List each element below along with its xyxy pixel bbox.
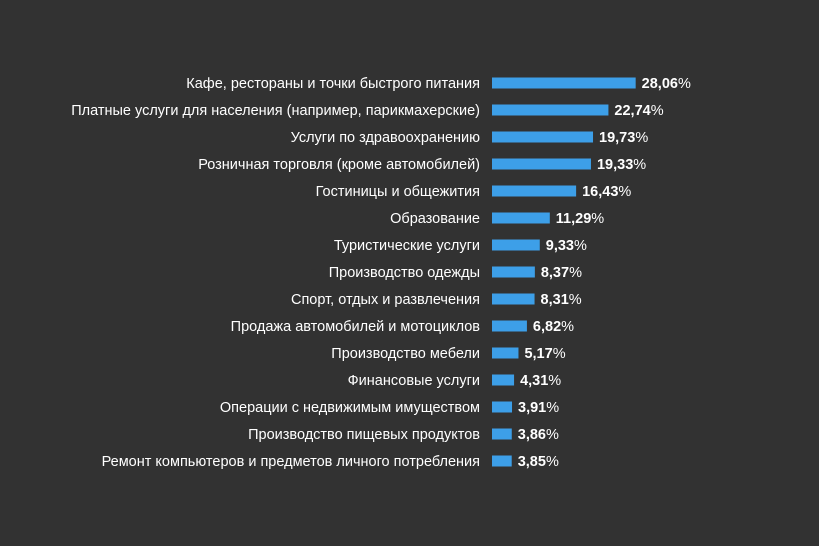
bar: [492, 374, 515, 386]
value-suffix: %: [553, 346, 566, 362]
bar: [492, 131, 594, 143]
category-label: Финансовые услуги: [348, 373, 480, 389]
bar: [492, 293, 535, 305]
bar: [492, 185, 577, 197]
bar: [492, 77, 636, 89]
value-suffix: %: [546, 427, 559, 443]
bar: [492, 212, 550, 224]
value-number: 5,17: [524, 346, 552, 362]
value-suffix: %: [678, 76, 691, 92]
value-suffix: %: [574, 238, 587, 254]
value-number: 16,43: [582, 184, 618, 200]
value-number: 8,37: [541, 265, 569, 281]
category-label: Платные услуги для населения (например, …: [71, 103, 480, 119]
category-label: Гостиницы и общежития: [316, 184, 480, 200]
value-number: 22,74: [614, 103, 650, 119]
value-label: 8,31%: [541, 292, 582, 308]
bar: [492, 320, 527, 332]
value-number: 8,31: [541, 292, 569, 308]
value-label: 3,91%: [518, 400, 559, 416]
value-number: 28,06: [642, 76, 678, 92]
bar: [492, 401, 513, 413]
category-label: Кафе, рестораны и точки быстрого питания: [186, 76, 480, 92]
value-suffix: %: [635, 130, 648, 146]
category-label: Ремонт компьютеров и предметов личного п…: [102, 454, 480, 470]
category-label: Услуги по здравоохранению: [291, 130, 481, 146]
value-number: 19,33: [597, 157, 633, 173]
value-label: 16,43%: [582, 184, 631, 200]
category-label: Спорт, отдых и развлечения: [291, 292, 480, 308]
value-suffix: %: [591, 211, 604, 227]
value-label: 3,85%: [518, 454, 559, 470]
value-label: 8,37%: [541, 265, 582, 281]
value-label: 9,33%: [546, 238, 587, 254]
category-label: Производство мебели: [331, 346, 480, 362]
value-number: 19,73: [599, 130, 635, 146]
bar: [492, 347, 519, 359]
category-label: Производство одежды: [329, 265, 480, 281]
bars-layer: Кафе, рестораны и точки быстрого питания…: [71, 76, 691, 470]
value-suffix: %: [651, 103, 664, 119]
value-number: 6,82: [533, 319, 561, 335]
value-number: 3,91: [518, 400, 546, 416]
value-label: 5,17%: [524, 346, 565, 362]
value-label: 11,29%: [556, 211, 605, 227]
value-label: 4,31%: [520, 373, 561, 389]
value-label: 19,73%: [599, 130, 648, 146]
value-label: 6,82%: [533, 319, 574, 335]
value-number: 3,86: [518, 427, 546, 443]
value-number: 11,29: [556, 211, 592, 227]
category-label: Розничная торговля (кроме автомобилей): [198, 157, 480, 173]
bar: [492, 239, 540, 251]
value-suffix: %: [618, 184, 631, 200]
value-suffix: %: [561, 319, 574, 335]
value-label: 28,06%: [642, 76, 691, 92]
bar: [492, 428, 512, 440]
bar: [492, 266, 535, 278]
value-number: 3,85: [518, 454, 546, 470]
value-suffix: %: [569, 292, 582, 308]
category-label: Производство пищевых продуктов: [248, 427, 480, 443]
bar: [492, 455, 512, 467]
category-label: Операции с недвижимым имуществом: [220, 400, 480, 416]
value-label: 3,86%: [518, 427, 559, 443]
value-suffix: %: [546, 454, 559, 470]
value-suffix: %: [633, 157, 646, 173]
bar: [492, 104, 609, 116]
value-label: 22,74%: [614, 103, 663, 119]
value-suffix: %: [546, 400, 559, 416]
bar: [492, 158, 591, 170]
category-label: Продажа автомобилей и мотоциклов: [231, 319, 481, 335]
value-suffix: %: [569, 265, 582, 281]
value-label: 19,33%: [597, 157, 646, 173]
category-label: Образование: [390, 211, 480, 227]
category-label: Туристические услуги: [334, 238, 480, 254]
value-suffix: %: [548, 373, 561, 389]
value-number: 9,33: [546, 238, 574, 254]
value-number: 4,31: [520, 373, 548, 389]
